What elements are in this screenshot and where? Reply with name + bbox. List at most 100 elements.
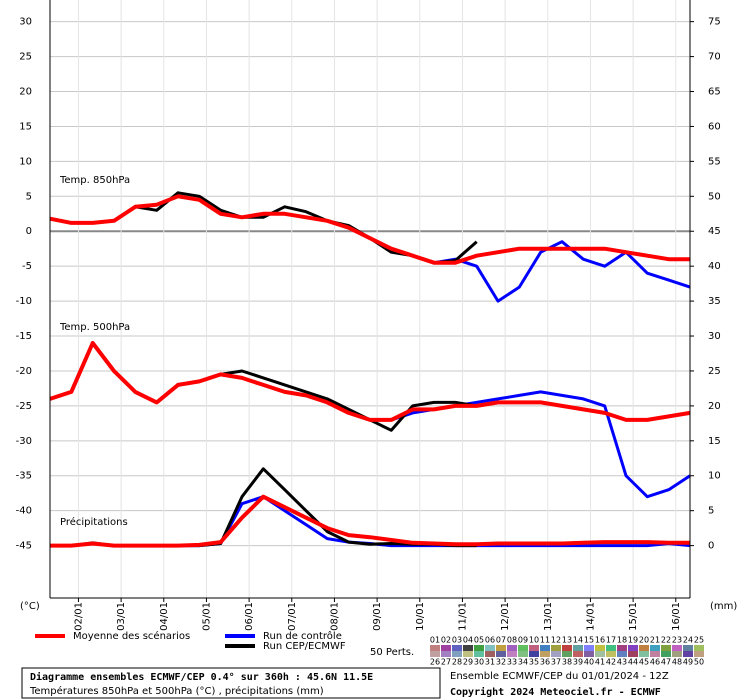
pert-swatch	[661, 651, 671, 657]
pert-label: 18	[617, 636, 627, 645]
pert-swatch	[672, 645, 682, 651]
pert-swatch	[540, 645, 550, 651]
x-tick-label: 11/01	[457, 602, 468, 631]
pert-label: 32	[496, 658, 506, 667]
panel-label: Temp. 850hPa	[59, 175, 130, 186]
pert-label: 09	[518, 636, 528, 645]
pert-label: 23	[672, 636, 682, 645]
pert-label: 28	[452, 658, 462, 667]
y-tick-label: 25	[19, 52, 32, 63]
y2-tick-label: 60	[708, 121, 721, 132]
series-line	[50, 494, 690, 548]
pert-label: 45	[639, 658, 649, 667]
y-tick-label: 20	[19, 87, 32, 98]
y-tick-label: 15	[19, 121, 32, 132]
y2-tick-label: 65	[708, 87, 721, 98]
x-tick-label: 15/01	[628, 602, 639, 631]
y-tick-label: -10	[16, 296, 32, 307]
pert-label: 36	[540, 658, 550, 667]
info-title: Diagramme ensembles ECMWF/CEP 0.4° sur 3…	[30, 671, 373, 683]
pert-swatch	[441, 651, 451, 657]
pert-label: 38	[562, 658, 572, 667]
pert-swatch	[628, 645, 638, 651]
pert-label: 21	[650, 636, 660, 645]
pert-swatch	[606, 645, 616, 651]
pert-swatch	[485, 645, 495, 651]
pert-label: 39	[573, 658, 583, 667]
pert-label: 49	[683, 658, 693, 667]
y2-tick-label: 40	[708, 261, 721, 272]
y2-tick-label: 35	[708, 296, 721, 307]
info-box	[21, 667, 441, 699]
pert-swatch	[518, 651, 528, 657]
pert-label: 19	[628, 636, 638, 645]
pert-swatch	[672, 651, 682, 657]
pert-swatch	[463, 645, 473, 651]
pert-swatch	[584, 645, 594, 651]
x-tick-label: 10/01	[415, 602, 426, 631]
pert-swatch	[562, 645, 572, 651]
y-tick-label: 0	[26, 226, 32, 237]
y2-tick-label: 50	[708, 191, 721, 202]
pert-swatch	[595, 651, 605, 657]
y-tick-label: -35	[16, 471, 32, 482]
pert-label: 31	[485, 658, 495, 667]
x-tick-label: 16/01	[671, 602, 682, 631]
pert-swatch	[496, 645, 506, 651]
pert-label: 17	[606, 636, 616, 645]
x-tick-label: 07/01	[287, 602, 298, 631]
pert-swatch	[430, 645, 440, 651]
pert-label: 26	[430, 658, 440, 667]
pert-label: 10	[529, 636, 539, 645]
pert-swatch	[430, 651, 440, 657]
pert-swatch	[551, 651, 561, 657]
pert-label: 04	[463, 636, 473, 645]
y-tick-label: 10	[19, 156, 32, 167]
pert-label: 34	[518, 658, 528, 667]
pert-swatch	[683, 651, 693, 657]
pert-swatch	[694, 645, 704, 651]
x-tick-label: 02/01	[73, 602, 84, 631]
pert-swatch	[617, 645, 627, 651]
pert-label: 20	[639, 636, 649, 645]
pert-label: 13	[562, 636, 572, 645]
y-tick-label: -15	[16, 331, 32, 342]
legend-label: Run CEP/ECMWF	[263, 641, 346, 652]
pert-swatch	[617, 651, 627, 657]
pert-swatch	[573, 651, 583, 657]
panel-label: Précipitations	[60, 516, 128, 528]
pert-label: 16	[595, 636, 605, 645]
y2-tick-label: 20	[708, 401, 721, 412]
legend-label: Moyenne des scénarios	[73, 630, 190, 642]
pert-label: 30	[474, 658, 484, 667]
pert-label: 22	[661, 636, 671, 645]
info-sub: Températures 850hPa et 500hPa (°C) , pré…	[29, 685, 324, 697]
pert-label: 47	[661, 658, 671, 667]
pert-label: 02	[441, 636, 451, 645]
copyright: Copyright 2024 Meteociel.fr - ECMWF	[450, 686, 661, 698]
pert-swatch	[485, 651, 495, 657]
y2-tick-label: 45	[708, 226, 721, 237]
pert-swatch	[683, 645, 693, 651]
pert-label: 11	[540, 636, 550, 645]
y2-tick-label: 70	[708, 52, 721, 63]
legend-label: Run de contrôle	[263, 630, 342, 642]
x-tick-label: 14/01	[585, 602, 596, 631]
pert-label: 08	[507, 636, 517, 645]
pert-swatch	[661, 645, 671, 651]
pert-swatch	[441, 645, 451, 651]
pert-label: 05	[474, 636, 484, 645]
x-tick-label: 06/01	[244, 602, 255, 631]
pert-swatch	[628, 651, 638, 657]
y-tick-label: -30	[16, 436, 32, 447]
pert-swatch	[573, 645, 583, 651]
pert-label: 35	[529, 658, 539, 667]
pert-swatch	[650, 651, 660, 657]
pert-label: 40	[584, 658, 594, 667]
pert-swatch	[639, 645, 649, 651]
info-run: Ensemble ECMWF/CEP du 01/01/2024 - 12Z	[450, 671, 669, 682]
x-tick-label: 09/01	[372, 602, 383, 631]
pert-label: 44	[628, 658, 638, 667]
